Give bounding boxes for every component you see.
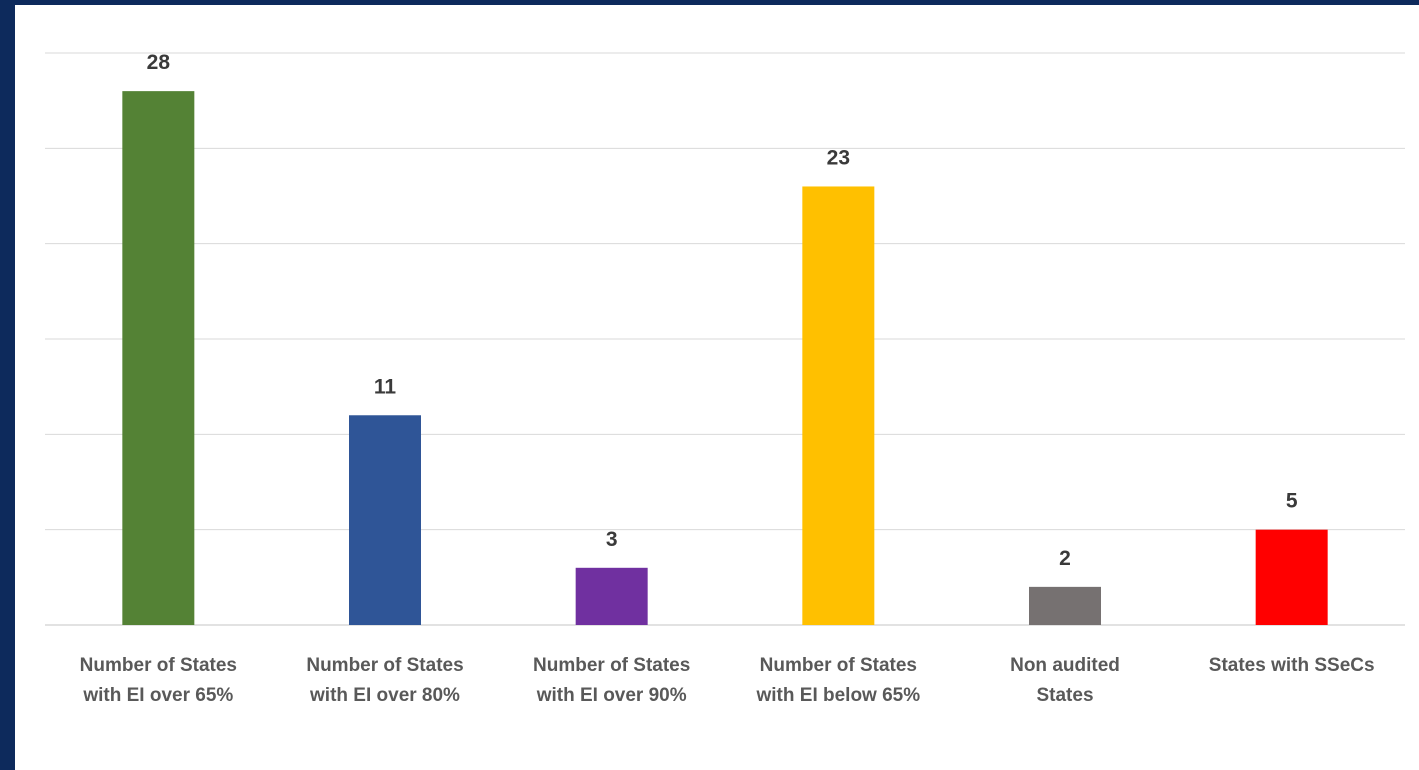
category-label-2: Number of States with EI over 80% — [306, 655, 463, 706]
data-labels: 28 11 3 23 2 5 — [147, 51, 1298, 570]
category-label-5: Non audited States — [1010, 655, 1120, 706]
category-label-line: Number of States — [533, 655, 690, 676]
category-label-4: Number of States with EI below 65% — [756, 655, 921, 706]
bars — [122, 91, 1328, 626]
category-label-line: Number of States — [760, 655, 917, 676]
category-label-3: Number of States with EI over 90% — [533, 655, 690, 706]
category-label-line: with EI over 65% — [82, 685, 233, 706]
category-labels: Number of States with EI over 65%Number o… — [80, 655, 1375, 706]
bar-value-label-5: 2 — [1059, 547, 1071, 570]
category-label-line: Number of States — [80, 655, 237, 676]
category-label-1: Number of States with EI over 65% — [80, 655, 237, 706]
category-label-line: with EI over 90% — [536, 685, 687, 706]
category-label-line: Non audited — [1010, 655, 1120, 676]
bar-value-label-1: 28 — [147, 51, 171, 74]
category-label-6: States with SSeCs — [1209, 655, 1375, 676]
category-label-line: Number of States — [306, 655, 463, 676]
bar-value-label-4: 23 — [827, 146, 850, 169]
category-label-line: States — [1036, 685, 1093, 706]
bar-value-label-2: 11 — [374, 375, 397, 398]
bar-5 — [1029, 586, 1101, 625]
bar-3 — [575, 567, 648, 625]
bar-value-label-6: 5 — [1286, 490, 1298, 513]
category-label-line: with EI below 65% — [756, 685, 921, 706]
bar-2 — [349, 415, 421, 625]
category-label-line: States with SSeCs — [1209, 655, 1375, 676]
bar-6 — [1255, 529, 1328, 625]
bar-1 — [122, 91, 195, 626]
category-label-line: with EI over 80% — [309, 685, 460, 706]
gridlines — [45, 52, 1405, 626]
bar-value-label-3: 3 — [606, 528, 618, 551]
bar-4 — [802, 186, 875, 625]
